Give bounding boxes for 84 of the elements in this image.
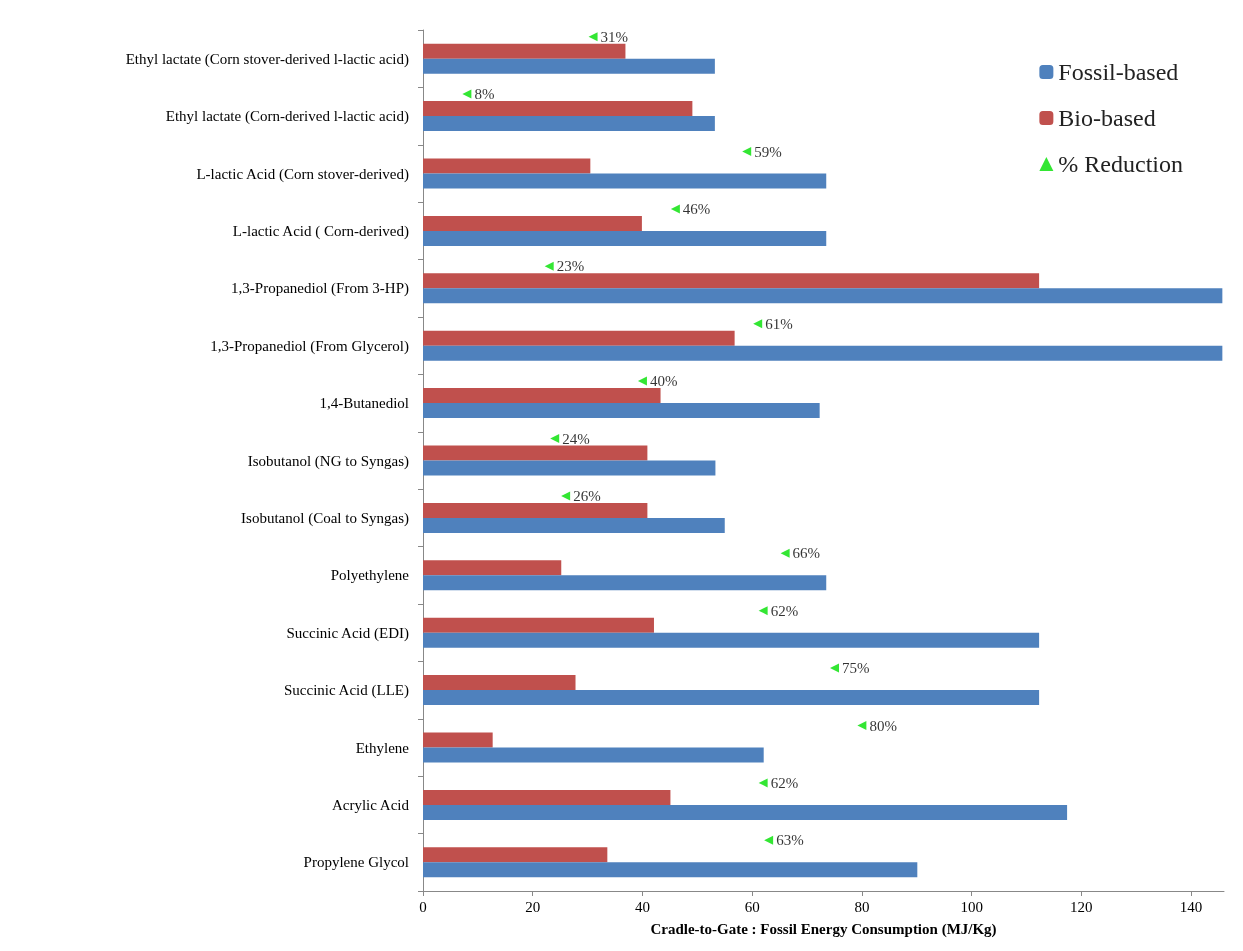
x-tick-label: 0 <box>419 898 427 915</box>
bar <box>423 460 716 476</box>
bar <box>423 617 654 633</box>
data-label: 26% <box>573 487 601 504</box>
point <box>780 548 790 558</box>
bar <box>423 158 591 174</box>
y-tick-label: L-lactic Acid (Corn stover-derived) <box>196 165 409 183</box>
y-tick-label: Ethyl lactate (Corn-derived l-lactic acid) <box>165 108 409 126</box>
data-label: 23% <box>556 258 585 275</box>
legend-label: Fossil-based <box>1058 59 1179 85</box>
legend-label: Bio-based <box>1058 105 1156 131</box>
legend-label: % Reduction <box>1058 151 1183 177</box>
bar <box>423 517 725 533</box>
bar <box>423 215 642 231</box>
data-label: 61% <box>765 315 793 332</box>
x-tick-label: 100 <box>960 898 983 915</box>
bar <box>423 732 493 748</box>
point <box>588 32 598 42</box>
point <box>758 778 768 788</box>
bar <box>423 804 1068 820</box>
data-label: 8% <box>474 86 495 103</box>
point <box>829 663 839 673</box>
data-label: 62% <box>770 602 799 619</box>
data-label: 62% <box>770 774 799 791</box>
point <box>857 721 867 730</box>
point <box>742 147 752 156</box>
point <box>561 491 571 501</box>
bar <box>423 58 715 74</box>
x-tick-label: 20 <box>525 898 541 915</box>
bar <box>423 847 608 863</box>
data-label: 46% <box>682 200 711 217</box>
bar <box>423 273 1040 289</box>
bar <box>423 675 576 691</box>
bar <box>423 330 735 346</box>
point <box>550 434 560 443</box>
point <box>544 261 554 271</box>
bar <box>423 173 827 189</box>
bar <box>423 403 820 419</box>
data-label: 80% <box>869 717 897 734</box>
bar <box>423 560 562 576</box>
data-label: 63% <box>776 832 804 849</box>
x-axis-title: Cradle-to-Gate : Fossil Energy Consumption (MJ/Kg) <box>650 920 997 938</box>
y-tick-label: 1,3-Propanediol (From 3-HP) <box>231 280 409 298</box>
data-label: 24% <box>562 430 590 447</box>
y-tick-label: Propylene Glycol <box>303 854 409 871</box>
bar <box>423 862 918 878</box>
data-label: 40% <box>649 373 678 390</box>
y-tick-label: Ethyl lactate (Corn stover-derived l-lactic acid) <box>125 50 409 68</box>
x-tick-label: 40 <box>634 898 650 915</box>
bar <box>423 345 1223 361</box>
point <box>758 606 768 616</box>
bar <box>423 690 1040 706</box>
bar <box>423 43 626 59</box>
y-tick-label: Acrylic Acid <box>331 796 410 813</box>
bar <box>423 388 661 404</box>
y-tick-label: 1,3-Propanediol (From Glycerol) <box>210 337 409 355</box>
y-tick-label: 1,4-Butanediol <box>319 395 409 412</box>
bar <box>423 632 1040 648</box>
data-label: 66% <box>792 545 821 562</box>
y-tick-label: Isobutanol (Coal to Syngas) <box>241 509 409 527</box>
data-label: 31% <box>600 28 629 45</box>
bar <box>423 101 693 117</box>
y-tick-label: Succinic Acid (LLE) <box>284 682 409 700</box>
bar <box>423 445 648 461</box>
bar <box>423 747 764 763</box>
x-tick-label: 60 <box>744 898 760 915</box>
y-tick-label: L-lactic Acid ( Corn-derived) <box>232 222 409 240</box>
point <box>670 204 680 214</box>
x-tick-label: 120 <box>1070 898 1093 915</box>
bar <box>423 230 827 246</box>
y-tick-label: Isobutanol (NG to Syngas) <box>247 452 409 470</box>
bar <box>423 116 715 132</box>
y-tick-label: Succinic Acid (EDI) <box>286 624 409 642</box>
bar <box>423 789 671 805</box>
y-tick-label: Polyethylene <box>330 567 410 584</box>
data-label: 75% <box>841 660 870 677</box>
y-tick-label: Ethylene <box>355 739 410 756</box>
data-label: 59% <box>754 143 782 160</box>
bar <box>423 288 1223 304</box>
bar <box>423 575 827 591</box>
x-tick-label: 140 <box>1179 898 1203 915</box>
bar <box>423 502 648 518</box>
point <box>637 376 647 386</box>
x-tick-label: 80 <box>854 898 870 915</box>
